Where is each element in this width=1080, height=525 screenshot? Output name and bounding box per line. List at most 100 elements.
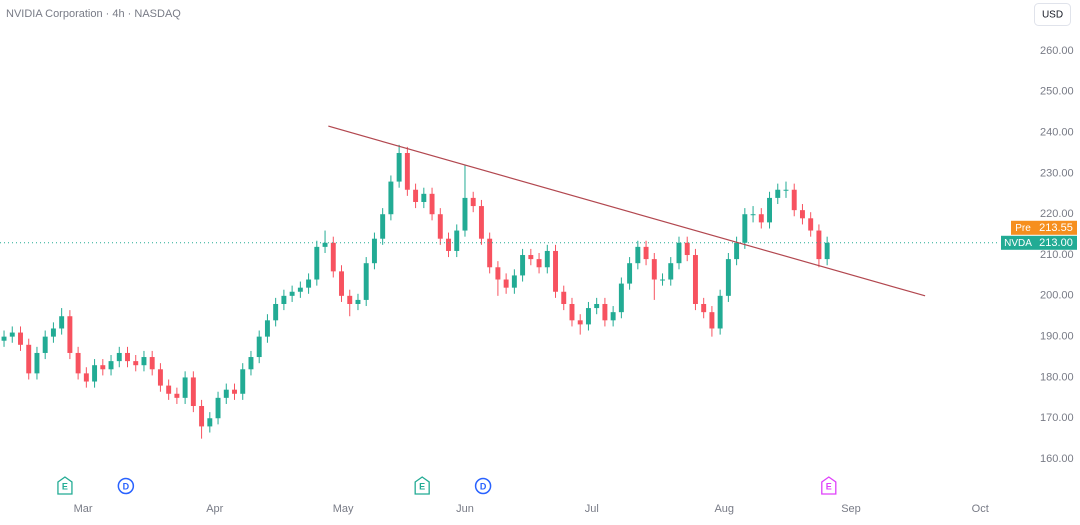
candle-body: [404, 153, 410, 190]
candle-body: [59, 316, 65, 329]
candle-body: [618, 283, 624, 313]
candle-body: [273, 303, 279, 321]
event-label: E: [826, 481, 832, 491]
candle-body: [182, 377, 188, 398]
candle-body: [660, 279, 665, 281]
x-tick-label: Jun: [456, 503, 474, 515]
event-label: D: [123, 481, 130, 491]
event-marker[interactable]: D: [117, 477, 135, 495]
candle-body: [742, 214, 748, 243]
candle-body: [306, 279, 312, 288]
candle-body: [783, 189, 789, 191]
candle-body: [668, 263, 674, 280]
candle-body: [536, 259, 542, 268]
candle-body: [166, 385, 172, 394]
price-label-value: 213.00: [1039, 237, 1073, 249]
candle-body: [561, 291, 567, 304]
candle-body: [174, 393, 180, 398]
x-tick-label: May: [333, 503, 354, 515]
candle-body: [116, 352, 122, 362]
candle-body: [692, 255, 698, 304]
event-label: E: [62, 481, 68, 491]
candle-body: [289, 291, 295, 296]
candle-body: [577, 320, 583, 325]
candle-body: [824, 242, 830, 260]
y-tick-label: 190.00: [1040, 331, 1074, 343]
event-badge: [57, 476, 73, 495]
candle-body: [553, 250, 558, 292]
candle-body: [232, 389, 237, 394]
candle-body: [791, 189, 797, 211]
event-badge: [117, 477, 135, 495]
candle-body: [725, 259, 731, 296]
y-tick-label: 230.00: [1040, 167, 1074, 179]
candle-body: [330, 242, 336, 272]
candle-body: [627, 263, 633, 284]
event-marker[interactable]: E: [57, 476, 73, 495]
candle-body: [816, 230, 822, 260]
candle-body: [264, 320, 270, 337]
candle-body: [808, 218, 814, 231]
candle-body: [585, 308, 591, 325]
event-badge: [414, 476, 430, 495]
event-marker[interactable]: E: [821, 476, 837, 495]
candle-body: [799, 210, 805, 219]
currency-button[interactable]: [1034, 3, 1071, 26]
candle-body: [355, 299, 361, 304]
candle-body: [248, 357, 254, 370]
candle-body: [363, 263, 369, 300]
candle-body: [371, 238, 377, 264]
candle-body: [528, 255, 534, 260]
x-tick-label: Sep: [841, 503, 861, 515]
event-marker[interactable]: E: [414, 476, 430, 495]
x-tick-label: Oct: [972, 503, 989, 515]
event-label: E: [419, 481, 425, 491]
event-marker[interactable]: D: [474, 477, 492, 495]
y-tick-label: 160.00: [1040, 453, 1074, 465]
candle-body: [503, 279, 509, 288]
candle-body: [569, 303, 575, 321]
candle-body: [758, 214, 764, 223]
candle-body: [676, 242, 682, 264]
candle-body: [709, 312, 715, 329]
candle-body: [413, 189, 419, 202]
candle-body: [454, 230, 460, 251]
candle-body: [544, 250, 550, 268]
candle-body: [339, 271, 344, 296]
candle-body: [429, 193, 435, 215]
price-label-name: NVDA: [1004, 238, 1032, 249]
candle-body: [34, 352, 40, 374]
candle-body: [767, 197, 772, 223]
candle-body: [26, 344, 32, 374]
candle-body: [190, 377, 196, 407]
candle-body: [67, 316, 73, 353]
candle-body: [462, 197, 468, 231]
y-tick-label: 210.00: [1040, 249, 1074, 261]
candle-body: [223, 389, 229, 398]
candle-body: [83, 373, 89, 382]
candle-body: [100, 365, 106, 370]
candle-body: [495, 267, 501, 280]
x-tick-label: Aug: [714, 503, 734, 515]
candle-body: [701, 303, 707, 313]
currency-label[interactable]: USD: [1042, 10, 1063, 21]
candle-body: [133, 361, 139, 366]
candle-body: [281, 295, 287, 304]
price-label-name-box: [1001, 235, 1035, 250]
candle-body: [75, 352, 81, 374]
candle-body: [108, 361, 114, 370]
y-tick-label: 250.00: [1040, 86, 1074, 98]
candle-body: [610, 312, 616, 321]
price-label-value: 213.55: [1039, 222, 1073, 234]
candle-body: [9, 332, 15, 337]
y-tick-label: 200.00: [1040, 290, 1074, 302]
candle-body: [50, 328, 56, 337]
x-tick-label: Jul: [585, 503, 599, 515]
candle-body: [520, 255, 526, 276]
candle-body: [775, 189, 781, 198]
x-tick-label: Apr: [206, 503, 223, 515]
chart-title: NVIDIA Corporation · 4h · NASDAQ: [6, 8, 181, 20]
y-tick-label: 170.00: [1040, 412, 1074, 424]
x-tick-label: Mar: [74, 503, 93, 515]
